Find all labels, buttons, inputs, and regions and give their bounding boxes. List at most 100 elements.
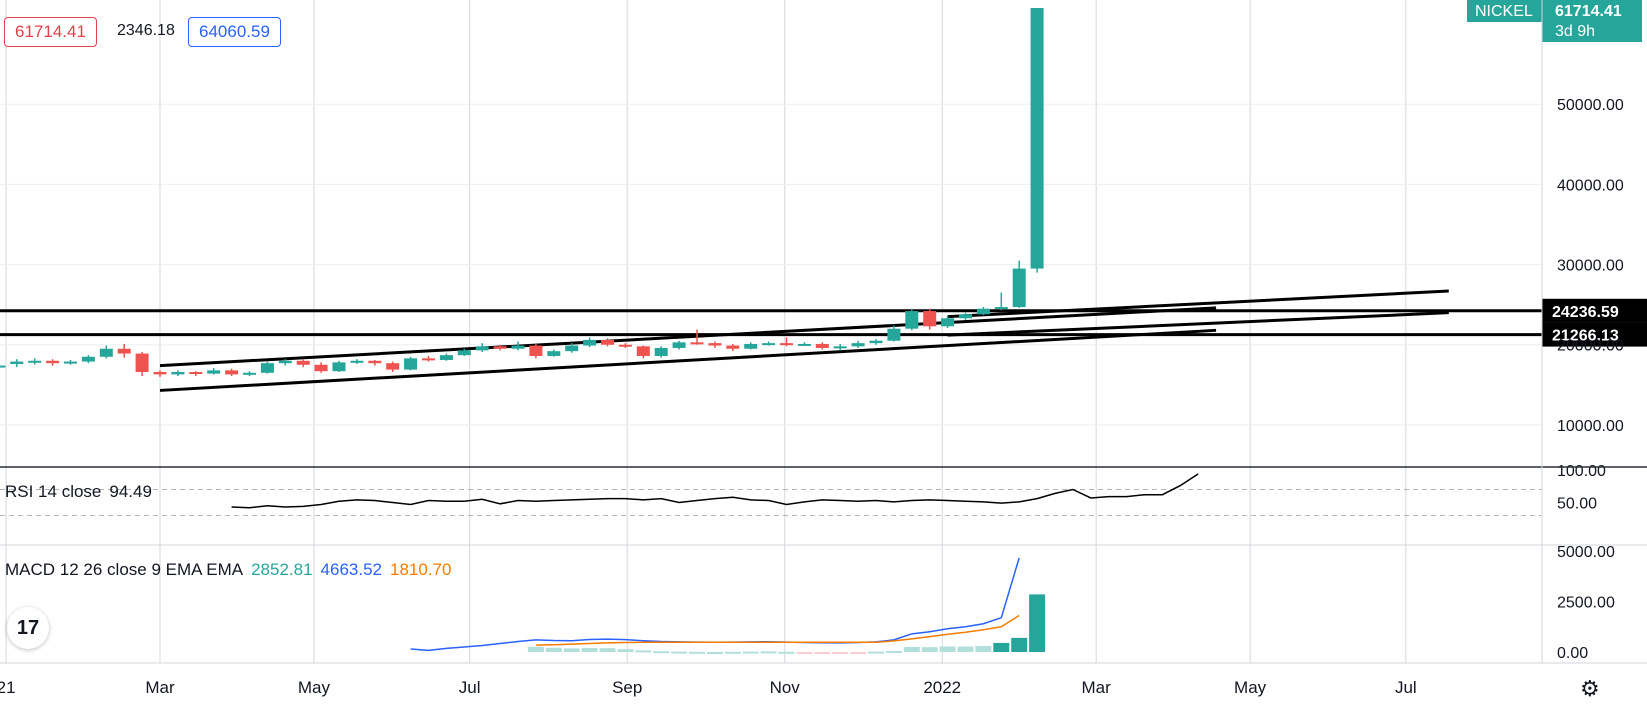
macd-pane: 0.00 2500.00 5000.00 — [410, 544, 1615, 662]
macd-histogram-bar — [1011, 637, 1028, 652]
candle-body — [1012, 268, 1026, 308]
y-tick-label: 40000.00 — [1557, 177, 1624, 194]
macd-histogram-bar — [868, 651, 884, 654]
macd-histogram-bar — [814, 652, 831, 654]
candle-body — [64, 361, 77, 364]
candle-body — [260, 363, 274, 373]
rsi-y-label: 50.00 — [1557, 496, 1597, 513]
candle-body — [601, 339, 614, 345]
hline-price-tag — [1542, 322, 1647, 347]
x-tick-label: Jul — [1395, 678, 1417, 697]
candle-body — [28, 360, 42, 363]
rsi-legend[interactable]: RSI 14 close 94.49 — [5, 482, 152, 502]
candle-body — [457, 350, 471, 356]
macd-histogram-bar — [796, 652, 813, 654]
macd-histogram-bar — [635, 650, 652, 653]
x-tick-label: Jul — [459, 678, 481, 697]
candle-body — [314, 364, 328, 372]
trend-line — [159, 328, 1217, 392]
trend-line — [159, 306, 1217, 368]
macd-histogram-bar — [903, 646, 920, 652]
candle-body — [565, 345, 579, 352]
trend-line — [947, 311, 1449, 337]
hline-price-tag — [1542, 298, 1647, 323]
gear-icon[interactable]: ⚙ — [1580, 676, 1600, 701]
macd-line-value: 4663.52 — [320, 560, 382, 579]
symbol-tag — [1467, 0, 1542, 22]
candle-body — [905, 311, 919, 329]
candle-body — [744, 343, 758, 349]
candle-body — [583, 339, 597, 346]
volume-value: 2346.18 — [117, 22, 175, 39]
candle-body — [386, 363, 400, 370]
candle-body — [780, 343, 793, 346]
x-tick-label: May — [1234, 678, 1267, 697]
candle-body — [976, 308, 990, 315]
candle-body — [46, 360, 60, 364]
macd-histogram-bar — [778, 651, 795, 654]
x-tick-label: Mar — [1082, 678, 1112, 697]
macd-histogram-bar — [885, 650, 902, 653]
candle-body — [475, 346, 489, 351]
rsi-pane: 50.00 100.00 — [0, 463, 1606, 516]
x-tick-label: 2022 — [923, 678, 961, 697]
macd-histogram-bar — [724, 651, 741, 654]
macd-y-label: 0.00 — [1557, 645, 1588, 662]
symbol-name: NICKEL — [1475, 3, 1533, 20]
macd-histogram-bar — [742, 651, 759, 654]
last-price-box: 64060.59 — [188, 17, 281, 47]
hline-price-label: 21266.13 — [1552, 328, 1619, 345]
candles — [0, 8, 1044, 377]
rsi-y-label: 100.00 — [1557, 463, 1606, 480]
candle-body — [959, 314, 972, 319]
y-tick-label: 20000.00 — [1557, 338, 1624, 355]
price-tag-value: 61714.41 — [1555, 3, 1622, 20]
rsi-title: RSI 14 close — [5, 482, 102, 501]
macd-signal-line — [535, 614, 1020, 646]
candle-body — [708, 343, 722, 346]
candle-body — [636, 346, 650, 356]
macd-histogram-bar — [617, 649, 634, 652]
macd-legend[interactable]: MACD 12 26 close 9 EMA EMA 2852.81 4663.52… — [5, 560, 451, 580]
candle-body — [278, 360, 292, 364]
macd-histogram-bar — [993, 642, 1010, 652]
candle-body — [690, 342, 704, 345]
candle-body — [511, 345, 525, 349]
candle-body — [243, 372, 256, 375]
candle-body — [762, 343, 776, 346]
candle-body — [404, 358, 418, 370]
macd-histogram-bar — [653, 651, 670, 654]
macd-histogram-bar — [527, 646, 544, 652]
candle-body — [368, 360, 382, 364]
trend-line — [947, 289, 1449, 319]
rsi-line — [231, 473, 1199, 509]
candle-body — [869, 340, 883, 344]
y-tick-label: 30000.00 — [1557, 258, 1624, 275]
candle-body — [296, 360, 310, 365]
candle-body — [207, 370, 221, 374]
candle-body — [81, 356, 95, 362]
candle-body — [833, 346, 847, 349]
open-price-box: 61714.41 — [4, 17, 97, 47]
macd-histogram-bar — [599, 648, 616, 652]
macd-histogram-bar — [706, 652, 723, 654]
candle-body — [493, 346, 507, 349]
candle-body — [887, 328, 901, 341]
macd-histogram-bar — [581, 647, 598, 652]
macd-histogram-bar — [545, 647, 562, 652]
price-tag-countdown: 3d 9h — [1555, 23, 1595, 40]
macd-histogram-bar — [939, 646, 956, 652]
macd-histogram-bar — [760, 651, 777, 654]
tradingview-logo-icon[interactable]: 17 — [7, 607, 49, 649]
macd-histogram-bar — [850, 652, 867, 654]
candle-body — [99, 348, 113, 357]
macd-signal-value: 1810.70 — [390, 560, 452, 579]
candle-body — [815, 343, 829, 348]
macd-y-label: 5000.00 — [1557, 544, 1615, 561]
candle-body — [189, 372, 203, 374]
candle-body — [797, 343, 811, 346]
x-tick-label: Nov — [770, 678, 801, 697]
candle-body — [851, 343, 865, 347]
candle-body — [994, 307, 1008, 310]
